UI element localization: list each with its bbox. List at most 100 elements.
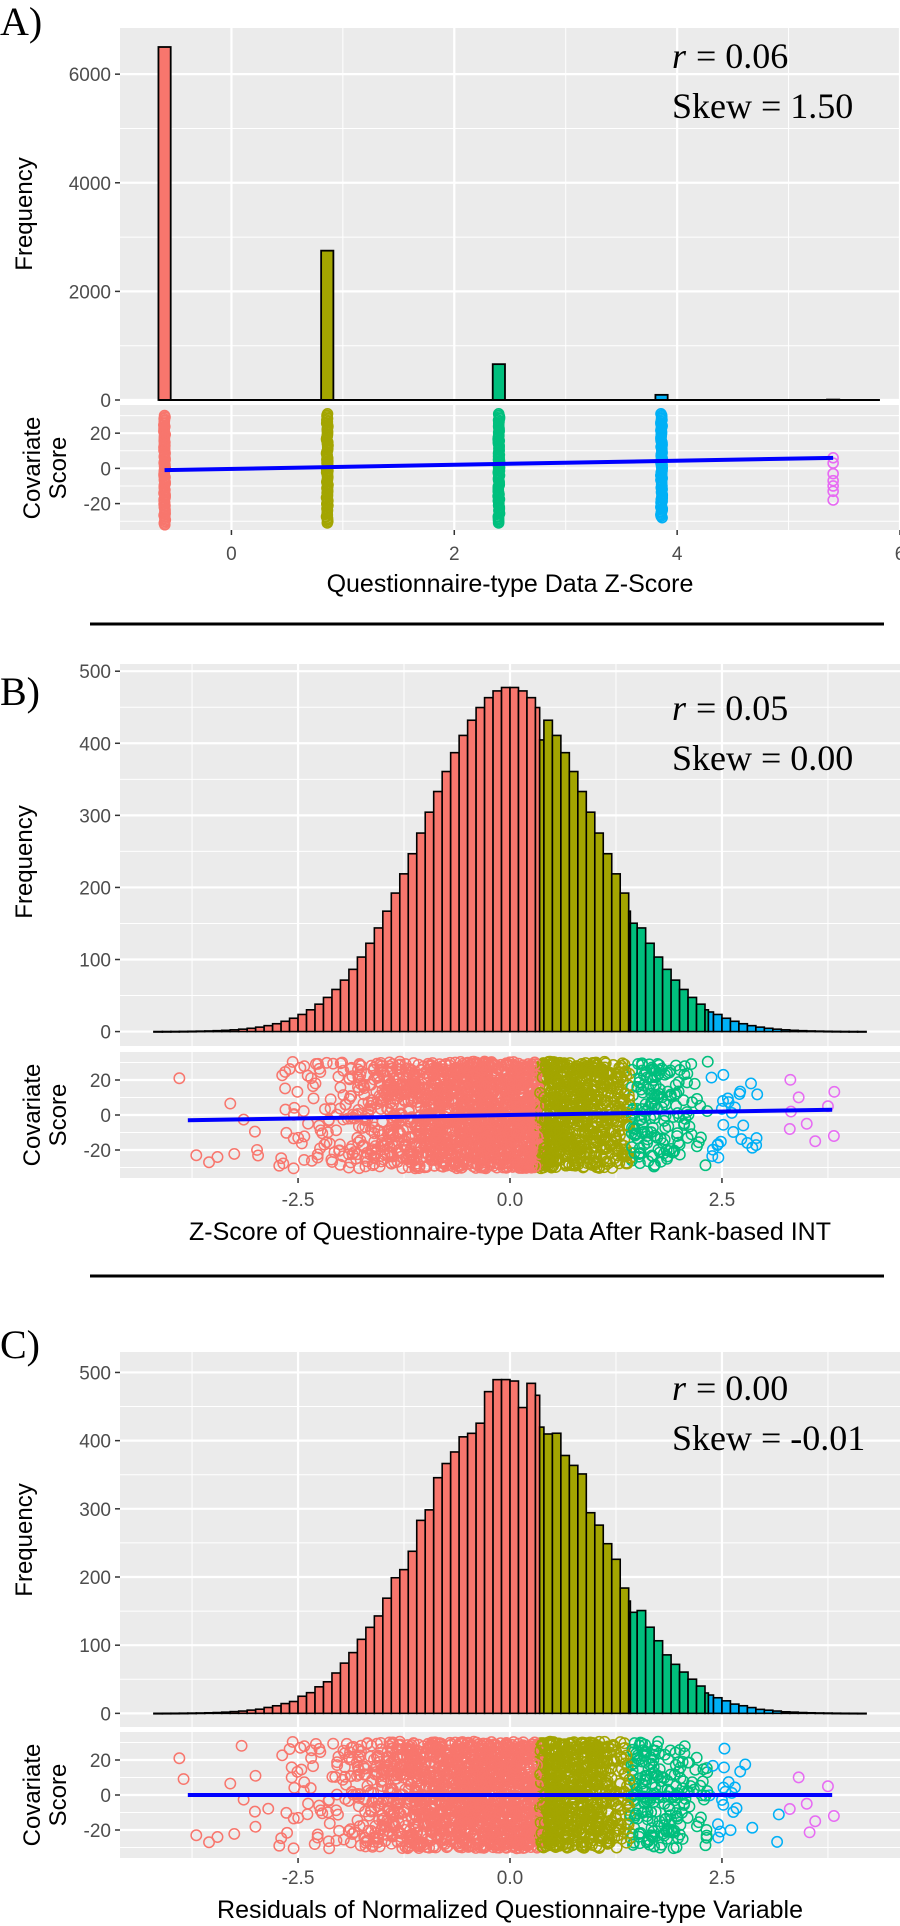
scatter-point	[642, 1155, 655, 1168]
hist-bar	[373, 1615, 384, 1715]
panel-c-hist-ylabel: Frequency	[11, 1483, 38, 1596]
hist-bar	[644, 1626, 655, 1715]
scatter-point	[727, 1126, 740, 1138]
hist-bar	[424, 811, 435, 1033]
hist-bar	[636, 927, 647, 1033]
hist-bar	[407, 852, 418, 1033]
hist-ytick-label: 200	[79, 1568, 111, 1589]
hist-bar	[517, 1406, 528, 1715]
panel-b-r-label: r	[672, 688, 687, 728]
hist-bar	[848, 1712, 859, 1715]
hist-bar	[161, 1030, 172, 1033]
hist-bar	[619, 1587, 630, 1715]
xtick-label: 4	[672, 544, 683, 565]
scatter-point	[597, 1141, 610, 1154]
panel-a-scatter-ylabel-1: Covariate	[19, 417, 46, 520]
scatter-point	[224, 1097, 237, 1110]
hist-ytick-label: 300	[79, 806, 111, 827]
scatter-point	[313, 1119, 326, 1132]
hist-bar	[449, 1451, 460, 1715]
hist-bar	[491, 363, 506, 401]
hist-bar	[320, 249, 335, 401]
hist-bar	[695, 1003, 706, 1033]
hist-bar	[153, 1030, 164, 1033]
hist-bar	[382, 1597, 393, 1715]
scatter-point	[342, 1161, 355, 1174]
hist-ytick-label: 400	[79, 734, 111, 755]
hist-bar	[805, 1030, 817, 1033]
panel-a-hist-bg	[120, 28, 900, 400]
hist-bar	[263, 1024, 274, 1033]
scatter-point	[673, 1148, 686, 1161]
hist-bar	[729, 1703, 740, 1715]
scatter-point	[827, 494, 839, 506]
hist-bar	[432, 1476, 443, 1715]
hist-bar	[839, 1030, 850, 1033]
hist-bar	[246, 1027, 257, 1033]
panel-c-r-value: = 0.00	[696, 1368, 788, 1408]
scatter-ytick-label: 0	[100, 459, 111, 480]
scatter-ytick-label: 20	[90, 1071, 111, 1092]
hist-bar	[661, 1654, 672, 1715]
panel-a-scatter-ylabel-2: Score	[45, 437, 72, 500]
hist-bar	[772, 1028, 783, 1033]
hist-bar	[314, 1003, 325, 1033]
hist-bar	[568, 770, 579, 1033]
hist-bar	[382, 910, 393, 1033]
hist-bar	[797, 1711, 808, 1715]
hist-ytick-label: 500	[79, 1363, 111, 1384]
hist-bar	[602, 852, 613, 1033]
hist-bar	[839, 1712, 850, 1715]
hist-bar	[500, 1378, 511, 1715]
panel-b-xlabel: Z-Score of Questionnaire-type Data After…	[189, 1218, 831, 1246]
scatter-point	[737, 1119, 750, 1132]
hist-bar	[288, 1700, 299, 1715]
hist-bar	[653, 956, 664, 1033]
scatter-point	[311, 1148, 324, 1161]
hist-bar	[763, 1027, 774, 1033]
hist-bar	[305, 1009, 316, 1033]
scatter-point	[705, 1071, 718, 1084]
hist-bar	[390, 1576, 401, 1715]
hist-bar	[602, 1542, 613, 1715]
hist-bar	[636, 1609, 647, 1715]
scatter-point	[322, 1115, 335, 1127]
panel-a-skew: Skew = 1.50	[672, 86, 853, 126]
hist-bar	[788, 1029, 800, 1033]
hist-bar	[763, 1709, 774, 1715]
scatter-point	[320, 1056, 333, 1069]
hist-bar	[331, 988, 342, 1033]
scatter-point	[158, 409, 171, 422]
hist-bar	[348, 968, 359, 1033]
panel-b-xticks: -2.5 0.0 2.5	[282, 1178, 735, 1211]
panel-a-label: A)	[0, 0, 42, 44]
scatter-ytick-label: 0	[100, 1106, 111, 1127]
hist-bar	[153, 1712, 164, 1715]
hist-bar	[585, 1511, 596, 1715]
panel-b-histogram-bars	[153, 686, 867, 1033]
scatter-point	[294, 1061, 307, 1074]
hist-bar	[629, 922, 638, 1033]
hist-bar	[644, 942, 655, 1033]
hist-bar	[610, 1558, 622, 1715]
xtick-label: 2	[449, 544, 460, 565]
hist-bar	[526, 1382, 537, 1715]
panel-b-annotation: r = 0.05 Skew = 0.00	[672, 688, 853, 778]
scatter-point	[248, 1125, 261, 1138]
scatter-point	[792, 1091, 805, 1104]
panel-c-label: C)	[0, 1322, 40, 1367]
scatter-point	[291, 1085, 304, 1098]
hist-bar	[560, 1454, 571, 1715]
hist-bar	[517, 690, 528, 1033]
scatter-point	[313, 1062, 326, 1075]
hist-bar	[543, 719, 554, 1033]
hist-bar	[678, 1671, 689, 1715]
hist-bar	[670, 979, 681, 1033]
hist-bar	[339, 1662, 350, 1715]
hist-ytick-label: 300	[79, 1500, 111, 1521]
hist-bar	[526, 696, 537, 1033]
scatter-point	[319, 1103, 331, 1116]
